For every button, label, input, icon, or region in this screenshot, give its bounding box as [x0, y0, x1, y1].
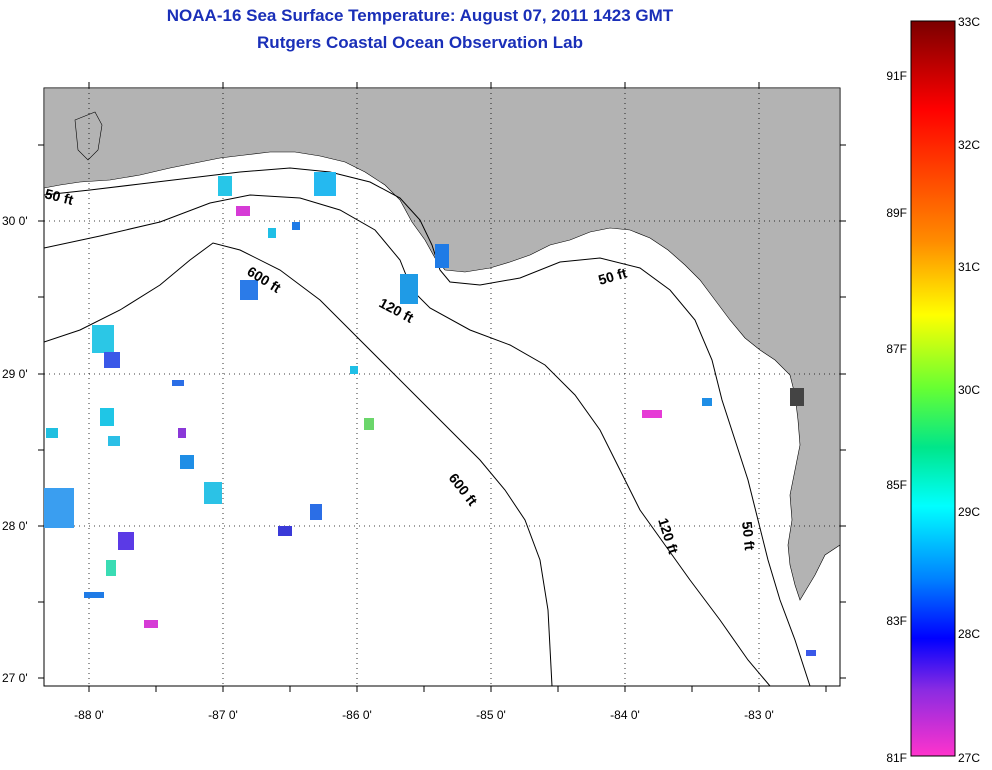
isobath-50ft [44, 167, 811, 686]
colorbar-c-label: 31C [958, 260, 980, 274]
lat-labels: 30 0' 29 0' 28 0' 27 0' [2, 214, 28, 685]
colorbar-f-label: 81F [886, 751, 907, 765]
isobath-120ft [44, 194, 771, 686]
colorbar-c-label: 27C [958, 751, 980, 765]
map-subtitle: Rutgers Coastal Ocean Observation Lab [257, 33, 583, 52]
colorbar-c-labels: 33C 32C 31C 30C 29C 28C 27C [958, 15, 980, 765]
peninsula [74, 111, 103, 161]
colorbar-f-labels: 91F 89F 87F 85F 83F 81F [886, 69, 907, 765]
colorbar-f-label: 87F [886, 342, 907, 356]
isobath-600ft [44, 242, 553, 686]
lat-label: 28 0' [2, 519, 28, 533]
land-mass [44, 88, 840, 601]
colorbar-f-label: 85F [886, 478, 907, 492]
colorbar-c-label: 29C [958, 505, 980, 519]
lat-label: 30 0' [2, 214, 28, 228]
colorbar-c-label: 30C [958, 383, 980, 397]
colorbar-f-label: 89F [886, 206, 907, 220]
lon-label: -88 0' [74, 708, 104, 722]
sst-patches [44, 172, 816, 656]
isobath-label: 50 ft [596, 264, 628, 287]
colorbar-f-label: 91F [886, 69, 907, 83]
lon-label: -86 0' [342, 708, 372, 722]
colorbar-c-label: 33C [958, 15, 980, 29]
colorbar-c-label: 32C [958, 138, 980, 152]
isobath-label: 50 ft [739, 521, 758, 552]
lon-label: -83 0' [744, 708, 774, 722]
colorbar-f-label: 83F [886, 614, 907, 628]
frame-ticks [38, 82, 846, 692]
lon-label: -85 0' [476, 708, 506, 722]
lon-label: -84 0' [610, 708, 640, 722]
lon-label: -87 0' [208, 708, 238, 722]
isobath-label: 50 ft [43, 185, 75, 208]
lon-labels: -88 0' -87 0' -86 0' -85 0' -84 0' -83 0… [74, 708, 774, 722]
colorbar-c-label: 28C [958, 627, 980, 641]
colorbar [910, 20, 956, 757]
map-title: NOAA-16 Sea Surface Temperature: August … [166, 6, 674, 25]
lat-label: 29 0' [2, 367, 28, 381]
lat-label: 27 0' [2, 671, 28, 685]
